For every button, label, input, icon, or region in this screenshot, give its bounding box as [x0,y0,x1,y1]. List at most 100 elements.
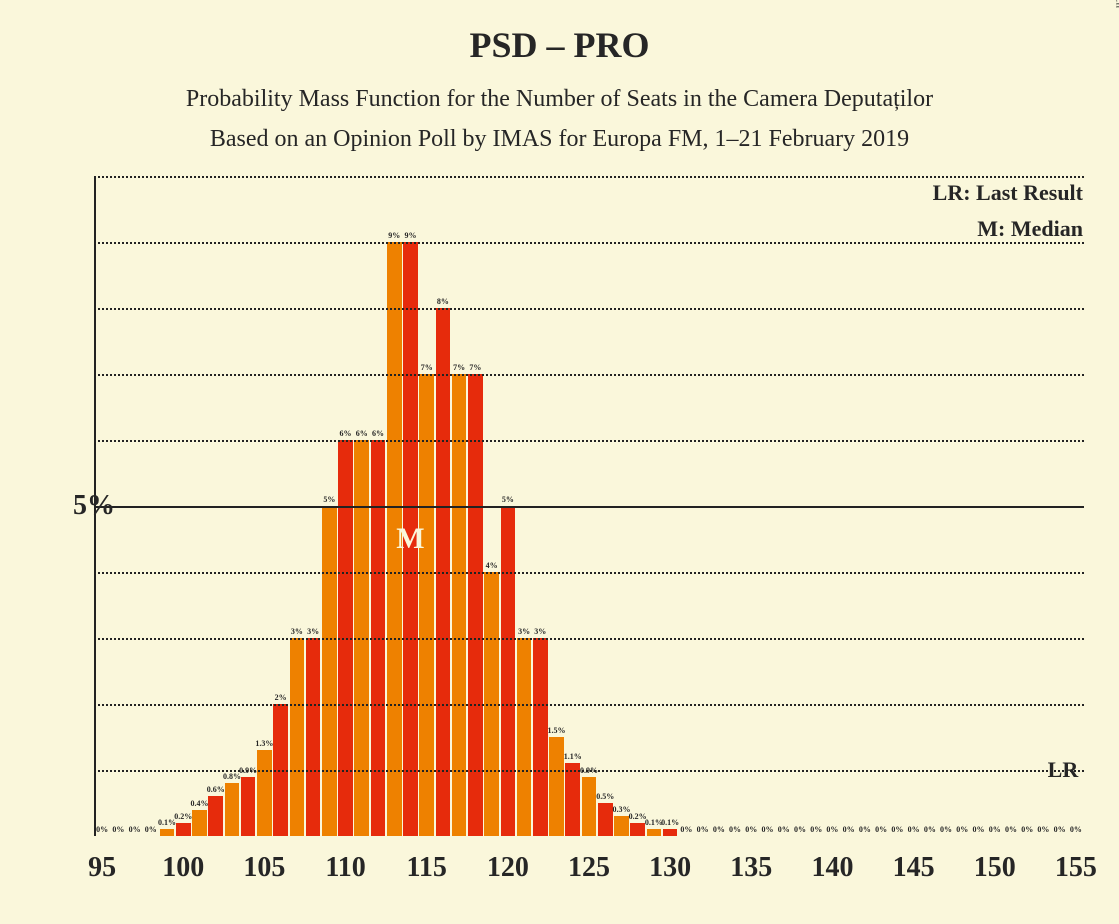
bar: 0.4% [192,810,207,836]
bar: 7% [419,374,434,836]
bar: 5% [322,506,337,836]
bar-value-label: 6% [356,429,368,440]
x-axis-tick-label: 150 [974,852,1016,884]
bar-value-label: 9% [404,231,416,242]
x-axis-tick-label: 135 [730,852,772,884]
bar-value-label: 8% [437,297,449,308]
bar-value-label: 0% [1021,825,1033,836]
bar-value-label: 0.6% [207,785,225,796]
bar-value-label: 0% [729,825,741,836]
bar-value-label: 0% [762,825,774,836]
bar: 0.3% [614,816,629,836]
bar: 0.5% [598,803,613,836]
bar: 7% [452,374,467,836]
bar-value-label: 0% [778,825,790,836]
bar-value-label: 0% [940,825,952,836]
bar-value-label: 0% [875,825,887,836]
gridline [94,440,1084,442]
bar-value-label: 0% [810,825,822,836]
bar-value-label: 0% [112,825,124,836]
bar-value-label: 0% [1054,825,1066,836]
last-result-marker: LR [1048,757,1079,783]
bar-value-label: 0% [1070,825,1082,836]
bar: 0.8% [225,783,240,836]
x-axis-tick-label: 125 [568,852,610,884]
bar-value-label: 1.5% [548,726,566,737]
bar-value-label: 0.1% [661,818,679,829]
bar-value-label: 5% [323,495,335,506]
bar-value-label: 0% [859,825,871,836]
median-marker: M [396,522,424,556]
bar: 0.2% [630,823,645,836]
bar-value-label: 1.3% [255,739,273,750]
bar-value-label: 6% [372,429,384,440]
chart-subtitle-2: Based on an Opinion Poll by IMAS for Eur… [0,126,1119,153]
bar-value-label: 0% [989,825,1001,836]
bar-value-label: 3% [518,627,530,638]
bar-value-label: 0% [956,825,968,836]
bar-value-label: 0% [680,825,692,836]
bar-value-label: 2% [275,693,287,704]
bar-value-label: 3% [307,627,319,638]
bar: 7% [468,374,483,836]
y-axis-label: 5% [73,490,115,522]
gridline [94,176,1084,178]
gridline [94,770,1084,772]
bar: 0.1% [160,829,175,836]
bar-value-label: 0% [713,825,725,836]
x-axis-tick-label: 140 [811,852,853,884]
bar: 5% [501,506,516,836]
chart-subtitle-1: Probability Mass Function for the Number… [0,86,1119,113]
gridline [94,506,1084,508]
x-axis-tick-label: 110 [325,852,365,884]
gridline [94,308,1084,310]
bar-value-label: 0.4% [190,799,208,810]
x-axis-labels: 95100105110115120125130135140145150155 [94,852,1084,892]
bar-value-label: 5% [502,495,514,506]
chart-container: PSD – PRO Probability Mass Function for … [0,0,1119,924]
bar-value-label: 0% [1037,825,1049,836]
bar-value-label: 7% [469,363,481,374]
bar: 1.1% [565,763,580,836]
x-axis-tick-label: 105 [243,852,285,884]
bar: 1.3% [257,750,272,836]
copyright-text: © 2020 Filip van Laenen [1113,0,1119,8]
chart-title: PSD – PRO [0,24,1119,66]
bar-value-label: 0% [924,825,936,836]
bar-value-label: 0% [697,825,709,836]
bar: 0.9% [241,777,256,836]
plot-area: 0%0%0%0%0.1%0.2%0.4%0.6%0.8%0.9%1.3%2%3%… [94,176,1084,836]
x-axis-tick-label: 145 [893,852,935,884]
bar-value-label: 0% [745,825,757,836]
bar-value-label: 0% [973,825,985,836]
gridline [94,638,1084,640]
bar: 0.9% [582,777,597,836]
bar: 3% [306,638,321,836]
bar: 1.5% [549,737,564,836]
bar-value-label: 9% [388,231,400,242]
x-axis-tick-label: 155 [1055,852,1097,884]
x-axis-tick-label: 100 [162,852,204,884]
bar-value-label: 1.1% [564,752,582,763]
bar-value-label: 0.2% [174,812,192,823]
bar-value-label: 0% [1005,825,1017,836]
bar-value-label: 0% [129,825,141,836]
x-axis-tick-label: 115 [406,852,446,884]
bar-value-label: 3% [534,627,546,638]
bar-value-label: 0% [891,825,903,836]
x-axis-tick-label: 95 [88,852,116,884]
bar-value-label: 0.5% [596,792,614,803]
bar: 0.1% [663,829,678,836]
bar-value-label: 7% [421,363,433,374]
x-axis-tick-label: 120 [487,852,529,884]
gridline [94,704,1084,706]
bar-value-label: 3% [291,627,303,638]
bar: 3% [517,638,532,836]
bar-value-label: 6% [340,429,352,440]
bar-value-label: 7% [453,363,465,374]
gridline [94,374,1084,376]
bar-value-label: 4% [486,561,498,572]
x-axis-tick-label: 130 [649,852,691,884]
gridline [94,572,1084,574]
gridline [94,242,1084,244]
